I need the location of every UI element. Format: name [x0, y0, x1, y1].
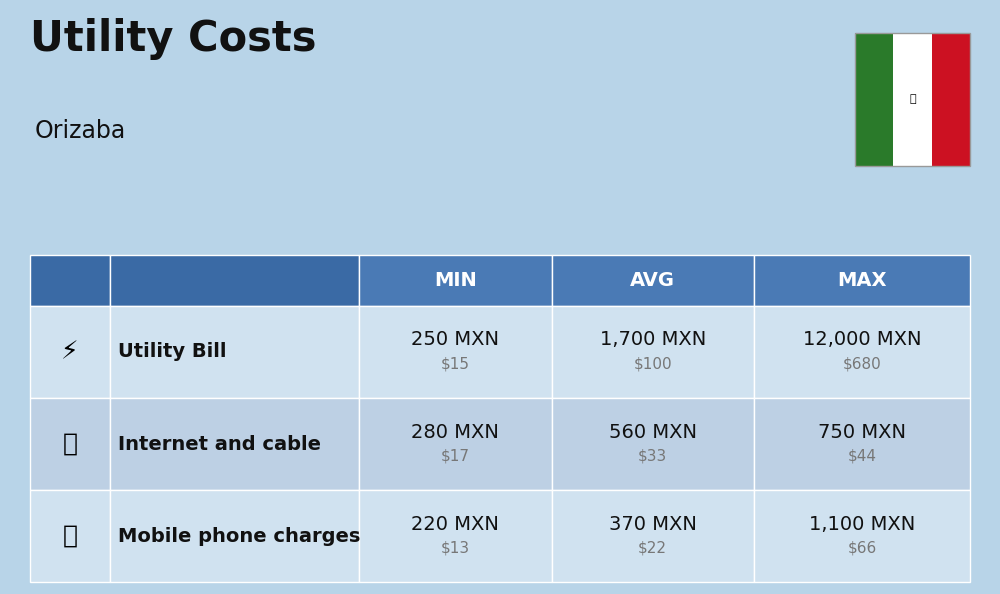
Bar [30, 398, 110, 490]
Bar [359, 255, 552, 306]
Text: 📱: 📱 [62, 524, 77, 548]
Text: MAX: MAX [837, 271, 887, 290]
Text: $22: $22 [638, 541, 667, 555]
Text: Utility Costs: Utility Costs [30, 18, 316, 60]
Text: 📡: 📡 [62, 432, 77, 456]
Bar [855, 33, 893, 166]
Bar [754, 490, 970, 582]
Bar [754, 255, 970, 306]
Text: $13: $13 [441, 541, 470, 555]
Bar [552, 306, 754, 398]
Text: $17: $17 [441, 448, 470, 463]
Text: 1,100 MXN: 1,100 MXN [809, 514, 915, 533]
Text: 370 MXN: 370 MXN [609, 514, 697, 533]
Bar [359, 490, 552, 582]
Text: $44: $44 [847, 448, 876, 463]
Text: AVG: AVG [630, 271, 675, 290]
Bar [110, 398, 359, 490]
Bar [552, 490, 754, 582]
Bar [754, 398, 970, 490]
Text: $680: $680 [843, 356, 881, 371]
Text: 750 MXN: 750 MXN [818, 422, 906, 441]
Text: 280 MXN: 280 MXN [411, 422, 499, 441]
Bar [552, 255, 754, 306]
Text: Mobile phone charges: Mobile phone charges [118, 527, 360, 545]
Text: Utility Bill: Utility Bill [118, 343, 226, 361]
Text: MIN: MIN [434, 271, 477, 290]
Bar [754, 306, 970, 398]
Text: $15: $15 [441, 356, 470, 371]
Bar [30, 306, 110, 398]
Text: Internet and cable: Internet and cable [118, 435, 321, 453]
Bar [110, 490, 359, 582]
Bar [30, 490, 110, 582]
Text: $66: $66 [847, 541, 877, 555]
Text: ⚡: ⚡ [61, 340, 79, 364]
Text: Orizaba: Orizaba [35, 119, 126, 143]
Bar [552, 398, 754, 490]
Bar [110, 255, 359, 306]
Text: $33: $33 [638, 448, 667, 463]
Bar [932, 33, 970, 166]
Text: 12,000 MXN: 12,000 MXN [803, 330, 921, 349]
Text: 250 MXN: 250 MXN [411, 330, 499, 349]
Bar [855, 33, 970, 166]
Text: 1,700 MXN: 1,700 MXN [600, 330, 706, 349]
Text: 560 MXN: 560 MXN [609, 422, 697, 441]
Bar [359, 306, 552, 398]
Text: $100: $100 [633, 356, 672, 371]
Bar [30, 255, 110, 306]
Bar [893, 33, 932, 166]
Bar [110, 306, 359, 398]
Text: 220 MXN: 220 MXN [411, 514, 499, 533]
Bar [359, 398, 552, 490]
Text: 🦅: 🦅 [909, 94, 916, 105]
